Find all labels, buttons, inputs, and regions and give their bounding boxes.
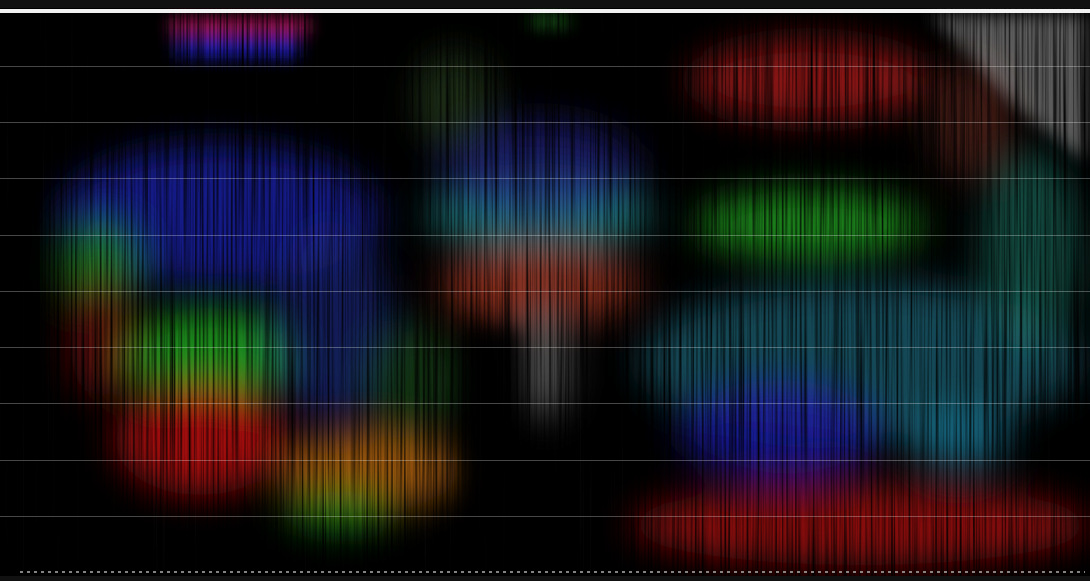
page: (() => { JSON.parse(document.getElementB… — [0, 0, 1090, 581]
bottom-border — [0, 576, 1090, 581]
noise-texture — [0, 0, 1090, 581]
top-border — [0, 0, 1090, 8]
waveform-scope — [0, 0, 1090, 581]
top-white-line — [0, 9, 1090, 13]
